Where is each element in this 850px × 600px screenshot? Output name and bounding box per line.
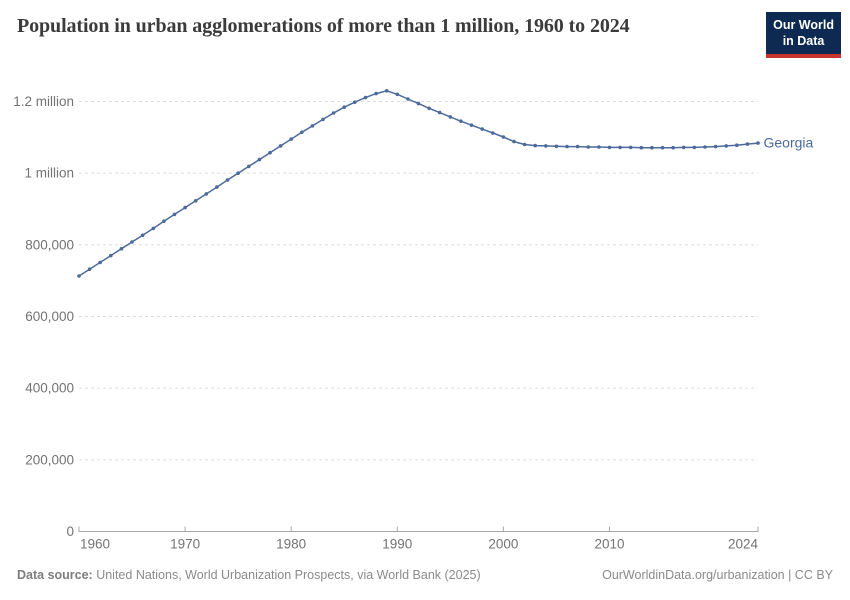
data-point (77, 274, 81, 278)
data-point (268, 150, 272, 155)
y-axis-tick-label: 800,000 (25, 237, 74, 252)
data-source-text: United Nations, World Urbanization Prosp… (92, 568, 481, 582)
chart-footer: Data source: United Nations, World Urban… (17, 567, 833, 583)
x-axis-tick-label: 1980 (276, 537, 306, 552)
x-axis-tick-label: 2024 (728, 537, 759, 552)
data-point (257, 157, 262, 162)
data-point (395, 92, 400, 97)
data-point (289, 137, 294, 141)
data-point (119, 247, 124, 251)
data-point (671, 145, 675, 150)
data-point (459, 119, 463, 123)
data-point (491, 131, 495, 135)
data-point (353, 100, 357, 104)
data-point (554, 144, 559, 149)
data-point (193, 199, 198, 203)
data-point (756, 141, 760, 145)
data-point (300, 130, 304, 135)
data-point (522, 142, 527, 147)
x-axis-tick-label: 1970 (170, 537, 200, 552)
data-point (512, 139, 516, 144)
data-point (278, 144, 283, 148)
data-point (151, 226, 156, 231)
data-point (140, 233, 145, 237)
data-point (374, 91, 378, 96)
owid-logo-line2: in Data (782, 34, 825, 49)
data-point (363, 95, 368, 100)
data-point (692, 145, 697, 150)
data-point (172, 212, 177, 217)
x-axis-tick-label: 2000 (488, 537, 518, 552)
data-point (437, 110, 442, 115)
x-axis-tick-label: 1990 (382, 537, 412, 552)
y-axis-tick-label: 1 million (24, 166, 74, 181)
data-point (628, 145, 633, 150)
data-point (650, 145, 654, 150)
data-point (544, 144, 548, 148)
data-point (130, 240, 134, 244)
data-point (448, 115, 453, 119)
y-axis-tick-label: 0 (66, 524, 74, 539)
y-axis-tick-label: 200,000 (25, 452, 74, 467)
owid-logo-line1: Our World (773, 18, 834, 32)
data-point (98, 260, 102, 265)
data-point (236, 171, 240, 175)
data-point (406, 97, 410, 101)
data-point (384, 89, 389, 93)
owid-logo: Our World in Data (766, 12, 841, 58)
data-source-label: Data source: (17, 568, 93, 582)
data-point (87, 267, 92, 272)
data-point (215, 185, 219, 189)
data-point (618, 145, 622, 150)
data-point (681, 145, 686, 150)
data-point (501, 135, 506, 139)
data-point (575, 144, 580, 149)
series-label: Georgia (764, 135, 814, 151)
data-source-note: Data source: United Nations, World Urban… (17, 567, 481, 583)
data-point (607, 145, 612, 150)
data-point (321, 117, 325, 122)
data-point (480, 127, 485, 131)
y-axis-tick-label: 600,000 (25, 309, 74, 324)
data-point (533, 143, 537, 148)
data-point (735, 143, 739, 147)
data-point (745, 142, 750, 146)
data-point (225, 178, 230, 182)
data-point (331, 111, 336, 115)
data-point (247, 164, 251, 169)
data-point (342, 105, 347, 109)
data-point (162, 219, 166, 223)
data-point (724, 144, 728, 148)
data-line (78, 90, 759, 277)
data-point (427, 106, 431, 111)
data-point (469, 123, 474, 127)
data-point (660, 145, 665, 150)
data-point (109, 253, 113, 258)
x-axis-tick-label: 2010 (594, 537, 624, 552)
data-point (183, 205, 187, 210)
owid-license-link[interactable]: OurWorldinData.org/urbanization | CC BY (602, 568, 833, 582)
data-point (310, 124, 315, 128)
data-point (639, 145, 644, 150)
data-point (204, 192, 209, 196)
data-point (597, 145, 601, 149)
data-point (565, 144, 569, 149)
y-axis-tick-label: 1.2 million (13, 94, 74, 109)
y-axis-tick-label: 400,000 (25, 381, 74, 396)
data-point (713, 144, 718, 149)
data-point (703, 145, 707, 149)
data-point (586, 145, 591, 149)
x-axis-tick-label: 1960 (80, 537, 110, 552)
data-point (416, 101, 421, 106)
page-title: Population in urban agglomerations of mo… (17, 15, 630, 37)
